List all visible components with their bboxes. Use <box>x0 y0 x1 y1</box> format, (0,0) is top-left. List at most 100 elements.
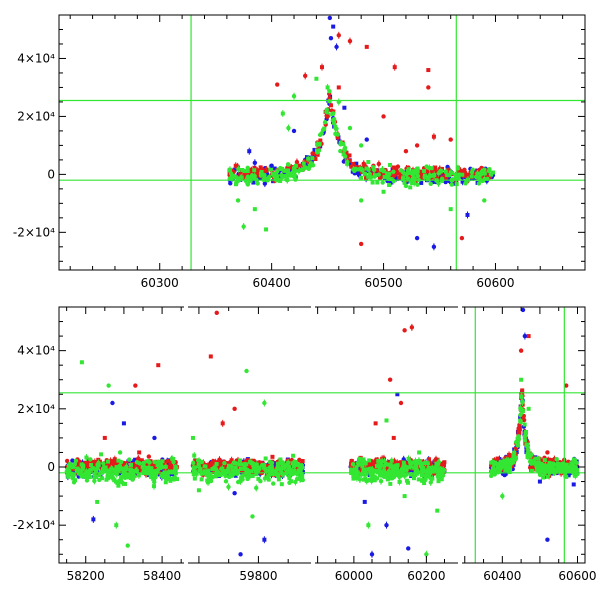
green-point <box>404 172 409 177</box>
green-point <box>202 464 207 469</box>
red-point <box>347 38 353 44</box>
green-point <box>120 466 125 471</box>
x-tick-label: 60600 <box>476 276 514 290</box>
blue-point <box>354 161 359 166</box>
green-point <box>152 459 157 465</box>
red-point <box>520 388 525 393</box>
green-point <box>358 198 364 203</box>
green-point <box>86 472 91 477</box>
green-point <box>334 126 339 131</box>
green-point <box>419 465 424 470</box>
green-point <box>403 183 409 189</box>
green-point <box>362 171 367 176</box>
blue-point <box>262 181 268 186</box>
blue-point <box>460 179 465 184</box>
green-point <box>573 464 578 470</box>
red-point <box>373 421 378 426</box>
red-point <box>527 465 533 470</box>
green-point <box>364 472 369 477</box>
x-tick-label: 60300 <box>141 276 179 290</box>
green-point <box>191 465 196 470</box>
green-point <box>244 368 249 374</box>
red-point <box>516 430 521 435</box>
green-point <box>213 474 218 479</box>
blue-point <box>369 552 375 557</box>
blue-point <box>364 137 369 142</box>
green-point <box>263 456 268 461</box>
green-point <box>503 468 508 473</box>
green-point <box>436 459 442 465</box>
green-point <box>555 467 560 472</box>
green-point <box>448 207 453 212</box>
green-point <box>536 465 541 470</box>
y-tick-label: -2×10⁴ <box>13 518 55 532</box>
green-point <box>341 141 346 146</box>
green-point <box>95 499 100 504</box>
red-point <box>349 164 354 169</box>
red-point <box>456 170 461 175</box>
red-point <box>409 325 415 330</box>
green-point <box>404 467 409 473</box>
green-point <box>92 472 97 477</box>
blue-point <box>429 473 434 478</box>
blue-point <box>395 392 400 397</box>
red-point <box>208 354 213 359</box>
green-point <box>388 481 393 486</box>
green-point <box>291 171 296 176</box>
red-point <box>465 172 470 177</box>
green-point <box>228 472 233 477</box>
green-point <box>362 477 367 482</box>
green-point <box>434 461 439 466</box>
red-point <box>217 460 223 466</box>
red-point <box>358 241 364 247</box>
green-point <box>335 132 340 137</box>
green-point <box>249 469 254 474</box>
blue-point <box>232 490 237 496</box>
green-point <box>236 166 241 172</box>
green-point <box>229 464 234 469</box>
red-point <box>138 466 143 471</box>
green-point <box>255 181 260 186</box>
green-point <box>128 463 133 468</box>
green-point <box>361 467 366 472</box>
red-point <box>156 363 161 368</box>
green-point <box>254 462 259 467</box>
green-point <box>438 169 443 174</box>
green-point <box>285 168 290 173</box>
green-point <box>388 177 393 182</box>
red-point <box>399 460 404 465</box>
green-point <box>541 475 546 480</box>
green-point <box>307 163 312 168</box>
green-point <box>499 464 504 469</box>
green-point <box>293 479 298 485</box>
green-point <box>322 126 327 131</box>
blue-point <box>571 482 576 487</box>
green-point <box>117 467 122 472</box>
red-point <box>521 417 527 423</box>
green-point <box>317 141 322 146</box>
red-point <box>146 454 152 459</box>
green-point <box>79 462 84 467</box>
red-point <box>214 310 219 316</box>
red-point <box>396 175 401 180</box>
blue-point <box>348 162 353 167</box>
green-point <box>537 472 543 478</box>
red-point <box>86 464 91 469</box>
green-point <box>126 457 132 462</box>
green-point <box>299 168 304 173</box>
red-point <box>398 400 404 406</box>
green-point <box>360 168 365 173</box>
green-point <box>101 468 106 473</box>
blue-point <box>327 15 333 21</box>
green-point <box>140 464 145 469</box>
blue-point <box>272 463 277 468</box>
red-point <box>356 165 361 170</box>
blue-point <box>331 24 336 29</box>
green-point <box>363 461 368 466</box>
green-point <box>292 165 297 170</box>
green-point <box>397 474 403 479</box>
x-tick-label: 60400 <box>253 276 291 290</box>
green-point <box>88 457 93 462</box>
green-point <box>367 458 372 463</box>
green-point <box>151 473 156 478</box>
